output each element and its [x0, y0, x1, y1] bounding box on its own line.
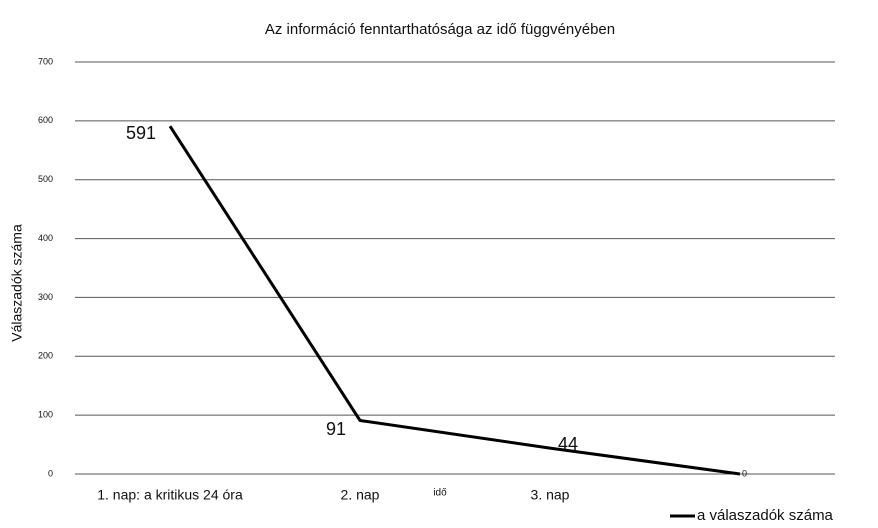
y-tick-label: 500 [38, 174, 53, 184]
data-label: 44 [558, 434, 578, 454]
y-tick-label: 100 [38, 410, 53, 420]
chart-title: Az információ fenntarthatósága az idő fü… [265, 21, 615, 38]
y-tick-label: 400 [38, 233, 53, 243]
y-axis-label: Válaszadók száma [9, 224, 25, 342]
x-axis-label: idő [433, 488, 447, 499]
data-line [168, 125, 741, 476]
data-label: 0 [742, 468, 747, 478]
data-label: 91 [326, 419, 346, 439]
x-tick-label: 3. nap [531, 487, 570, 503]
y-tick-label: 700 [38, 56, 53, 66]
y-tick-label: 0 [48, 468, 53, 478]
x-tick-label: 2. nap [341, 487, 380, 503]
legend-label: a válaszadók száma [697, 507, 834, 524]
y-tick-label: 600 [38, 115, 53, 125]
y-tick-label: 200 [38, 351, 53, 361]
data-label: 591 [126, 123, 156, 143]
x-tick-label: 1. nap: a kritikus 24 óra [97, 487, 243, 503]
y-tick-label: 300 [38, 292, 53, 302]
